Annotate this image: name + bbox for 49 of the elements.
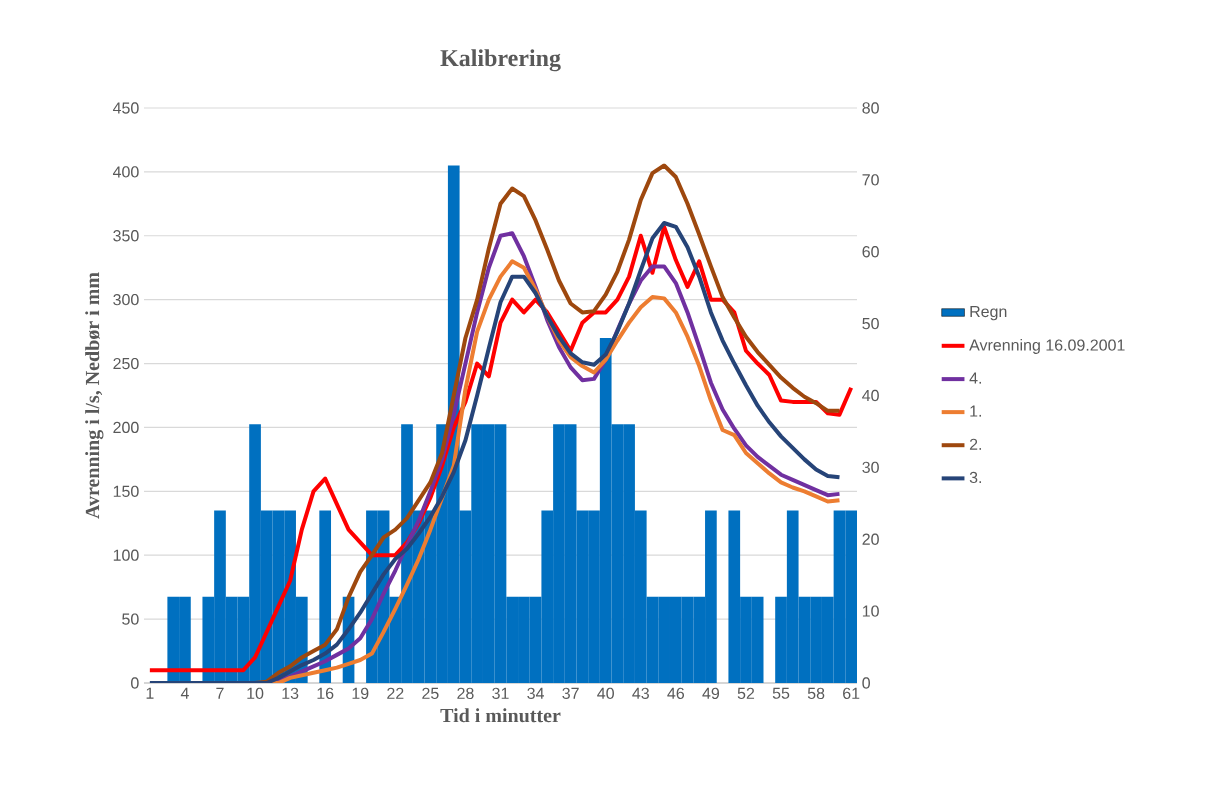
x-tick-label: 49: [702, 687, 720, 700]
legend-label: 1.: [970, 405, 982, 417]
y-tick-label: 250: [113, 357, 139, 370]
y2-tick-label: 20: [862, 533, 879, 545]
x-tick-label: 43: [632, 687, 649, 700]
x-tick-label: 31: [492, 687, 509, 700]
legend-label: Avrenning 16.09.2001: [969, 339, 1125, 354]
x-tick-label: 40: [597, 687, 614, 700]
y-tick-label: 450: [112, 102, 139, 114]
x-tick-label: 61: [843, 687, 860, 700]
y2-tick-label: 40: [862, 389, 879, 402]
x-tick-label: 58: [807, 687, 825, 700]
x-tick-label: 10: [247, 687, 264, 700]
x-tick-label: 1: [146, 687, 154, 699]
x-axis-title: Tid i minutter: [440, 708, 561, 723]
x-tick-label: 28: [457, 687, 474, 700]
y2-tick-label: 70: [862, 174, 879, 186]
x-tick-label: 4: [180, 687, 189, 699]
y2-tick-label: 30: [862, 461, 879, 474]
legend-label: Regn: [970, 306, 1007, 321]
x-tick-label: 7: [216, 687, 224, 699]
y2-tick-label: 50: [862, 317, 879, 330]
legend-label: 4.: [969, 372, 982, 384]
y2-tick-label: 60: [862, 246, 879, 258]
chart-title: Kalibrering: [440, 49, 561, 72]
y2-tick-label: 10: [862, 605, 879, 617]
y-tick-label: 200: [113, 421, 139, 434]
x-tick-label: 25: [422, 687, 439, 700]
y2-tick-label: 0: [862, 677, 870, 689]
legend-label: 2.: [969, 438, 982, 450]
y-tick-label: 0: [131, 677, 139, 689]
x-tick-label: 16: [317, 687, 334, 700]
y-tick-label: 100: [113, 549, 139, 561]
x-tick-label: 22: [387, 687, 404, 699]
y-tick-label: 300: [113, 293, 139, 306]
y-tick-label: 350: [113, 230, 139, 242]
y-axis-title: Avrenning i l/s, Nedbør i mm: [85, 272, 104, 519]
x-tick-label: 55: [772, 687, 790, 699]
y-tick-label: 150: [113, 485, 139, 497]
x-tick-label: 13: [282, 687, 299, 700]
x-tick-label: 52: [737, 687, 755, 700]
y-tick-label: 400: [112, 166, 139, 178]
y2-tick-label: 80: [862, 102, 879, 114]
x-tick-label: 46: [667, 687, 685, 700]
y-tick-label: 50: [122, 613, 139, 625]
x-tick-label: 37: [562, 687, 579, 700]
x-tick-label: 34: [527, 687, 544, 700]
x-tick-label: 19: [352, 687, 369, 700]
legend-label: 3.: [969, 471, 982, 484]
